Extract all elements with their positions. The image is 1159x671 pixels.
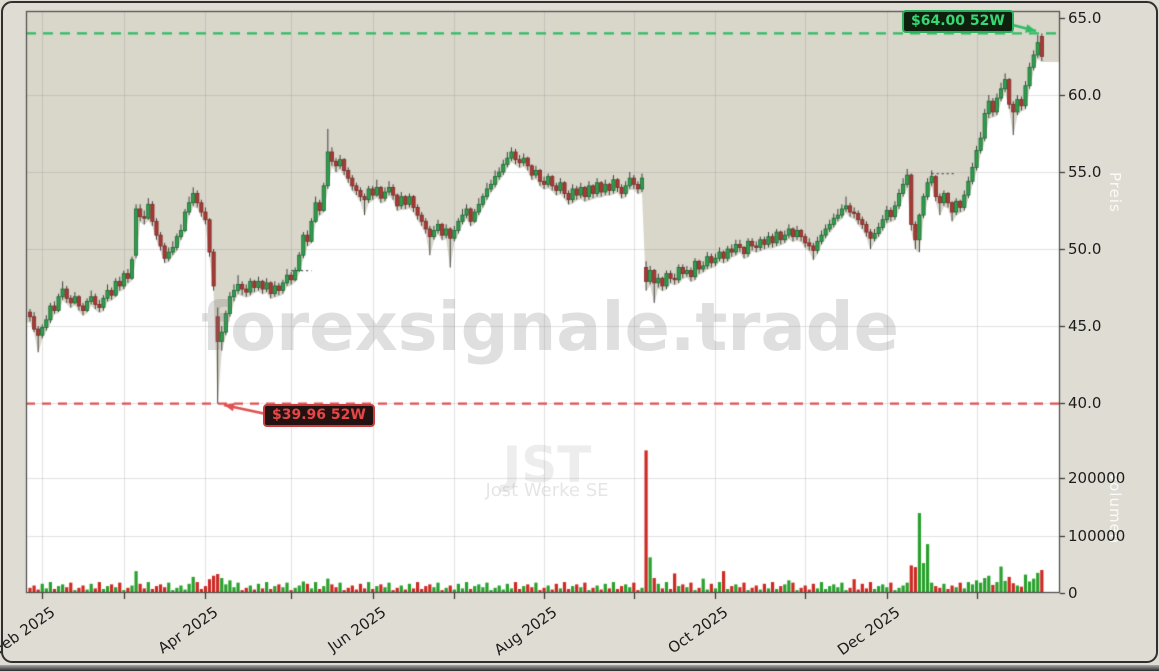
price-tick-label: 60.0 (1068, 86, 1102, 104)
volume-tick-label: 200000 (1068, 469, 1126, 487)
volume-axis-title: Volumen (1106, 472, 1124, 545)
volume-tick-label: 0 (1068, 584, 1078, 602)
price-axis-title: Preis (1106, 172, 1124, 213)
high-52w-label: $64.00 52W (902, 10, 1014, 33)
price-tick-label: 45.0 (1068, 317, 1102, 335)
price-tick-label: 65.0 (1068, 9, 1102, 27)
card-bottom-shadow (0, 665, 1159, 671)
low-52w-label: $39.96 52W (263, 404, 375, 427)
price-tick-label: 50.0 (1068, 240, 1102, 258)
price-tick-label: 55.0 (1068, 163, 1102, 181)
price-tick-label: 40.0 (1068, 394, 1102, 412)
volume-tick-label: 100000 (1068, 526, 1126, 545)
